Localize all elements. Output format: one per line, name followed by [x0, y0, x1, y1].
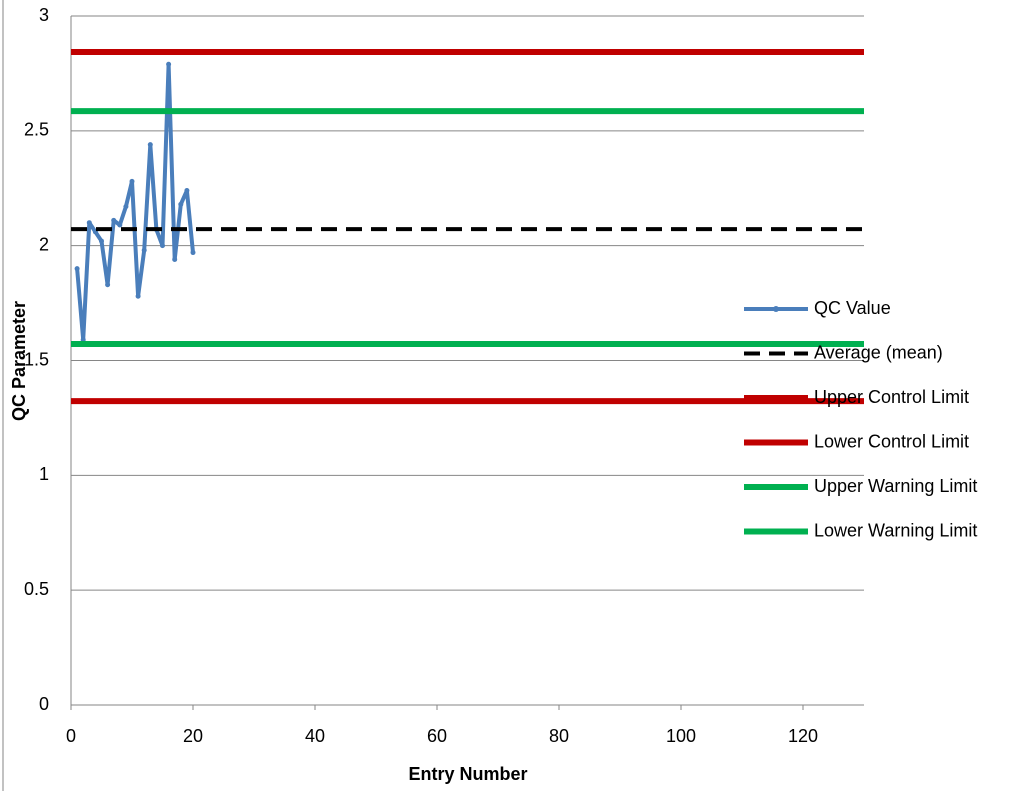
- qc-point: [105, 282, 111, 288]
- legend-label: Average (mean): [814, 342, 943, 362]
- x-tick-label: 100: [666, 726, 696, 746]
- y-axis-label: QC Parameter: [9, 301, 29, 421]
- x-tick-label: 20: [183, 726, 203, 746]
- y-tick-label: 3: [39, 5, 49, 25]
- qc-point: [135, 293, 141, 299]
- legend-label: Lower Control Limit: [814, 431, 969, 451]
- qc-line: [75, 62, 195, 342]
- legend-label: Upper Warning Limit: [814, 476, 977, 496]
- qc-point: [141, 247, 147, 253]
- qc-point: [172, 256, 178, 262]
- x-tick-label: 0: [66, 726, 76, 746]
- x-axis-label: Entry Number: [408, 764, 527, 784]
- qc-point: [184, 188, 190, 194]
- y-tick-label: 1: [39, 464, 49, 484]
- legend-label: QC Value: [814, 298, 891, 318]
- x-tick-label: 80: [549, 726, 569, 746]
- legend-marker: [773, 306, 779, 312]
- y-tick-label: 2: [39, 234, 49, 254]
- qc-point: [117, 222, 123, 228]
- y-tick-label: 0.5: [24, 579, 49, 599]
- qc-point: [147, 142, 153, 148]
- qc-point: [129, 178, 135, 184]
- qc-point: [86, 220, 92, 226]
- qc-point: [160, 243, 165, 249]
- x-tick-label: 60: [427, 726, 447, 746]
- y-tick-label: 2.5: [24, 120, 49, 140]
- legend-label: Upper Control Limit: [814, 387, 969, 407]
- x-tick-label: 40: [305, 726, 325, 746]
- qc-point: [74, 266, 80, 272]
- x-tick-label: 120: [788, 726, 818, 746]
- y-tick-label: 0: [39, 694, 49, 714]
- qc-point: [178, 201, 184, 207]
- qc-point: [190, 250, 196, 256]
- qc-point: [166, 61, 172, 67]
- legend-label: Lower Warning Limit: [814, 520, 977, 540]
- qc-point: [123, 204, 129, 210]
- y-tick-label: 1.5: [24, 349, 49, 369]
- qc-point: [111, 217, 117, 223]
- qc-point: [99, 238, 104, 244]
